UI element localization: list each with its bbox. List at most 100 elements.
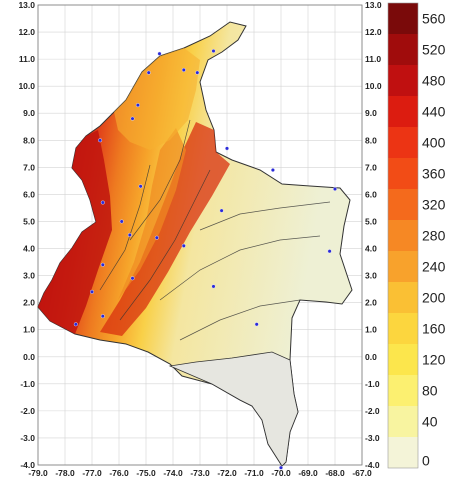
station-marker xyxy=(98,138,103,143)
color-legend: 560 520 480 440 400 360 320 280 240 200 160 120 80 40… xyxy=(384,0,465,480)
y-tick-label-left: 11.0 xyxy=(19,54,35,64)
legend-swatch xyxy=(388,34,418,65)
country-shape xyxy=(37,21,353,467)
andes-inner-band xyxy=(118,128,186,300)
station-marker xyxy=(254,322,259,327)
map-panel: -79.0 -78.0 -77.0 -76.0 -75.0 -74.0 -73.0 -72.0… xyxy=(18,0,382,478)
x-axis-ticks: -79.0 -78.0 -77.0 -76.0 -75.0 -74.0 -73.0 -72.0… xyxy=(28,468,372,478)
y-tick-label-left: 5.0 xyxy=(23,216,35,226)
legend-label: 360 xyxy=(422,166,446,182)
andes-central-band xyxy=(100,122,230,336)
legend-label: 480 xyxy=(422,73,446,89)
legend-label: 560 xyxy=(422,11,446,27)
x-tick-label: -79.0 xyxy=(28,468,48,478)
x-tick-label: -74.0 xyxy=(163,468,183,478)
x-tick-label: -68.0 xyxy=(325,468,345,478)
y-tick-label-left: 9.0 xyxy=(23,108,35,118)
y-tick-label-left: 2.0 xyxy=(23,298,35,308)
caribbean-band xyxy=(114,48,200,150)
legend-label: 400 xyxy=(422,135,446,151)
y-tick-label-left: -2.0 xyxy=(20,406,35,416)
legend-swatch xyxy=(388,158,418,189)
y-tick-label-left: 1.0 xyxy=(23,325,35,335)
y-tick-label-right: 13.0 xyxy=(365,0,382,10)
y-tick-label-left: 6.0 xyxy=(23,189,35,199)
x-tick-label: -78.0 xyxy=(55,468,75,478)
station-marker xyxy=(89,289,94,294)
legend-swatch xyxy=(388,282,418,313)
y-tick-label-left: 3.0 xyxy=(23,271,35,281)
legend-label: 80 xyxy=(422,383,438,399)
station-marker xyxy=(224,146,229,151)
station-markers xyxy=(73,49,338,470)
y-tick-label-left: 10.0 xyxy=(18,81,35,91)
y-tick-label-right: -2.0 xyxy=(365,406,380,416)
legend-frame xyxy=(387,2,419,469)
x-tick-label: -71.0 xyxy=(244,468,264,478)
y-tick-label-left: -3.0 xyxy=(20,433,35,443)
y-tick-label-right: 12.0 xyxy=(365,27,382,37)
y-axis-ticks-right: 13.0 12.0 11.0 10.0 9.0 8.0 7.0 6.0 5.0 4.0 3.0 2.0… xyxy=(365,0,382,470)
station-marker xyxy=(130,276,135,281)
station-marker xyxy=(73,322,78,327)
y-tick-label-right: 8.0 xyxy=(365,135,377,145)
x-tick-label: -70.0 xyxy=(271,468,291,478)
x-tick-label: -69.0 xyxy=(298,468,318,478)
station-marker xyxy=(181,243,186,248)
y-tick-label-left: 0.0 xyxy=(23,352,35,362)
legend-swatch xyxy=(388,96,418,127)
y-tick-label-right: 2.0 xyxy=(365,298,377,308)
legend-label: 440 xyxy=(422,104,446,120)
pacific-coast-band xyxy=(38,130,112,334)
legend-svg: 5605204804404003603202802402001601208040… xyxy=(387,2,446,469)
legend-swatch xyxy=(388,189,418,220)
station-marker xyxy=(195,70,200,75)
y-tick-label-right: 6.0 xyxy=(365,189,377,199)
y-tick-label-left: 8.0 xyxy=(23,135,35,145)
station-marker xyxy=(130,116,135,121)
y-tick-label-right: 1.0 xyxy=(365,325,377,335)
y-tick-label-right: 0.0 xyxy=(365,352,377,362)
legend-label: 160 xyxy=(422,321,446,337)
legend-swatch xyxy=(388,344,418,375)
station-marker xyxy=(211,284,216,289)
station-marker xyxy=(270,168,275,173)
station-marker xyxy=(181,67,186,72)
y-tick-label-right: -1.0 xyxy=(365,379,380,389)
y-tick-label-left: 12.0 xyxy=(18,27,35,37)
y-tick-label-right: 3.0 xyxy=(365,271,377,281)
x-tick-label: -72.0 xyxy=(217,468,237,478)
legend-swatch xyxy=(388,313,418,344)
station-marker xyxy=(333,186,338,191)
y-tick-label-right: 4.0 xyxy=(365,244,377,254)
station-marker xyxy=(135,103,140,108)
y-tick-label-right: 11.0 xyxy=(365,54,381,64)
legend-labels: 5605204804404003603202802402001601208040… xyxy=(422,11,446,469)
legend-swatch xyxy=(388,220,418,251)
y-tick-label-left: -1.0 xyxy=(20,379,35,389)
legend-swatch xyxy=(388,65,418,96)
legend-swatch xyxy=(388,437,418,468)
amazon-region xyxy=(168,351,299,467)
legend-label: 40 xyxy=(422,414,438,430)
y-tick-label-left: -4.0 xyxy=(20,460,35,470)
y-axis-ticks-left: 13.0 12.0 11.0 10.0 9.0 8.0 7.0 6.0 5.0 4.0 3.0 2.0… xyxy=(18,0,35,470)
legend-label: 0 xyxy=(422,453,430,469)
legend-label: 520 xyxy=(422,42,446,58)
station-marker xyxy=(100,262,105,267)
map-frame xyxy=(37,4,363,466)
station-marker xyxy=(146,70,151,75)
y-tick-label-left: 13.0 xyxy=(18,0,35,10)
legend-swatch xyxy=(388,127,418,158)
station-marker xyxy=(154,235,159,240)
station-marker xyxy=(211,49,216,54)
legend-label: 280 xyxy=(422,228,446,244)
legend-swatch xyxy=(388,406,418,437)
station-marker xyxy=(157,51,162,56)
station-marker xyxy=(100,200,105,205)
x-tick-label: -77.0 xyxy=(82,468,102,478)
legend-label: 120 xyxy=(422,352,446,368)
y-tick-label-right: 9.0 xyxy=(365,108,377,118)
legend-label: 240 xyxy=(422,259,446,275)
x-tick-label: -73.0 xyxy=(190,468,210,478)
